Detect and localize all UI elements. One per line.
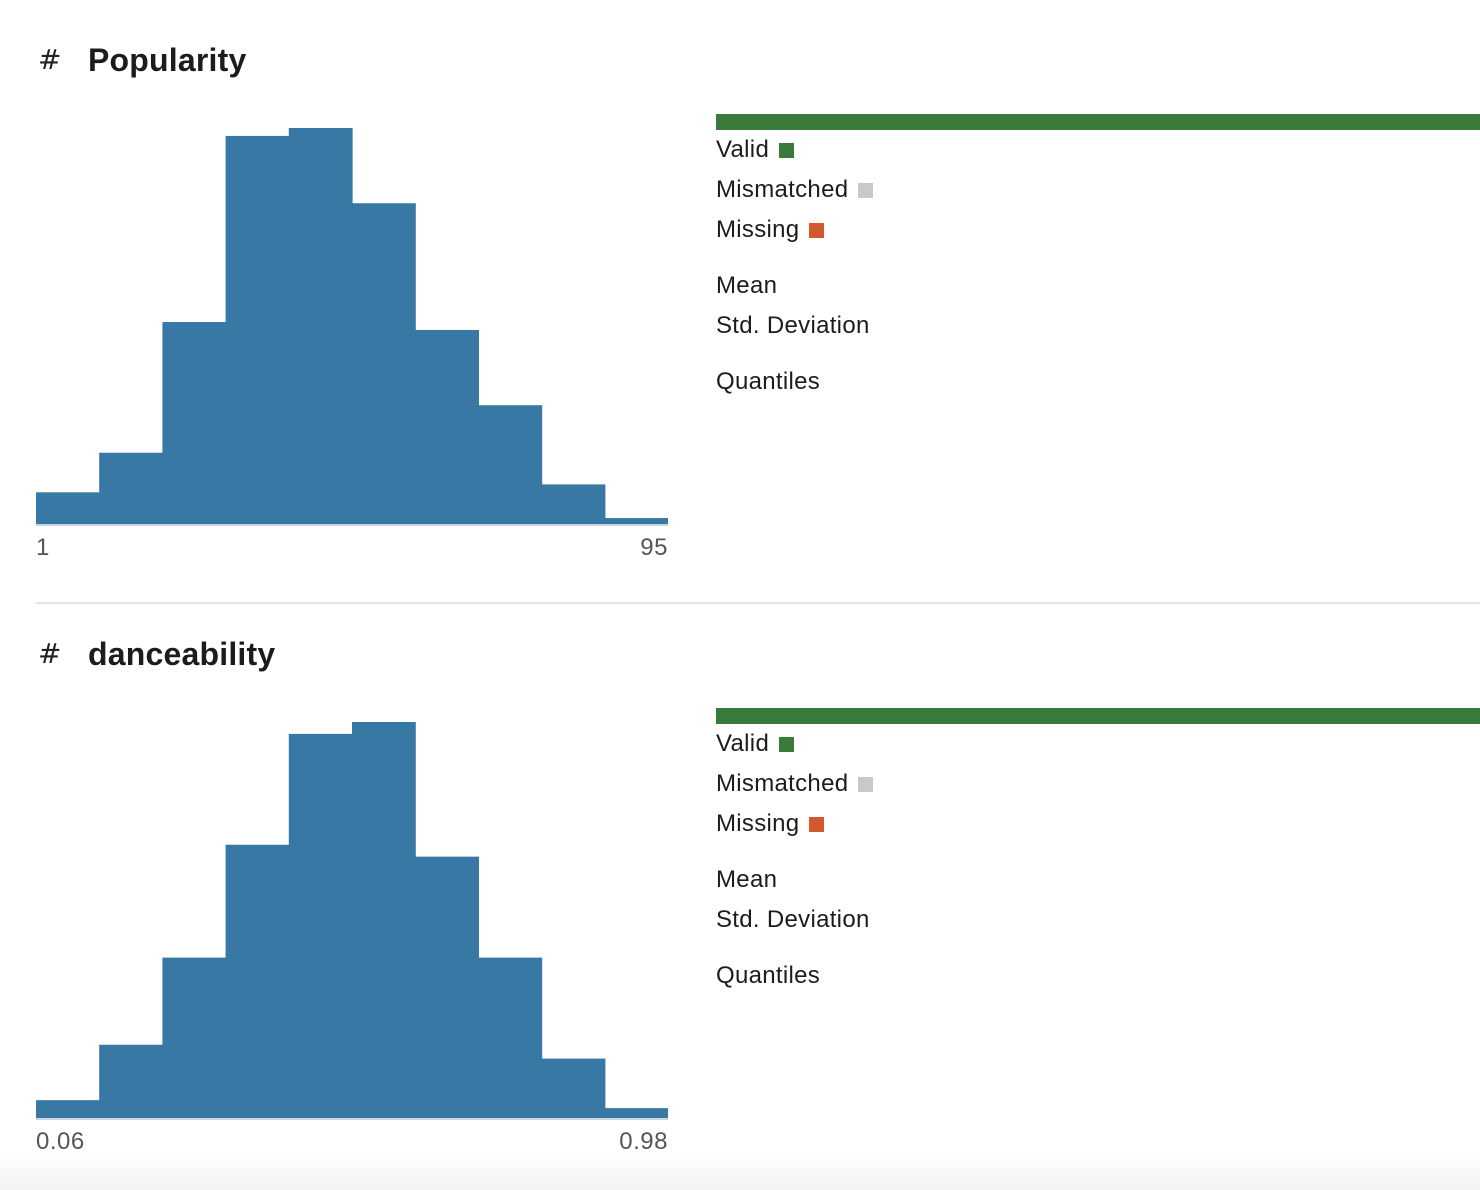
legend-mismatched-label: Mismatched: [716, 176, 849, 203]
legend-valid-label: Valid: [716, 136, 770, 163]
histogram-bar[interactable]: [225, 844, 290, 1118]
histogram-bar[interactable]: [36, 1100, 100, 1118]
hash-icon: #: [38, 637, 62, 670]
column-title: Popularity: [88, 41, 247, 78]
histogram-bar[interactable]: [99, 1044, 163, 1118]
histogram-bar[interactable]: [288, 733, 353, 1118]
summary-stats: Mean Std. Deviation: [716, 266, 1480, 346]
legend-valid: Valid: [716, 130, 1480, 170]
histogram-bar[interactable]: [478, 405, 543, 524]
mismatched-swatch: [858, 776, 874, 792]
legend-missing-label: Missing: [716, 810, 800, 837]
legend-mismatched: Mismatched: [716, 764, 1480, 804]
missing-swatch: [809, 816, 825, 832]
legend-valid: Valid: [716, 724, 1480, 764]
histogram: [36, 704, 668, 1124]
legend-valid-label: Valid: [716, 730, 770, 757]
quantiles-row: Quantiles: [716, 956, 1480, 996]
legend-missing-label: Missing: [716, 216, 800, 243]
legend-mismatched-label: Mismatched: [716, 770, 849, 797]
card-divider: [36, 602, 1480, 604]
quantiles-row: Quantiles: [716, 362, 1480, 402]
histogram-bar[interactable]: [478, 957, 543, 1118]
histogram-bar[interactable]: [352, 722, 416, 1118]
mean-label: Mean: [716, 272, 778, 299]
legend-missing: Missing: [716, 804, 1480, 844]
histogram-bar[interactable]: [352, 203, 416, 524]
quantiles-label: Quantiles: [716, 962, 821, 989]
histogram-bar[interactable]: [541, 1058, 606, 1118]
histogram-svg: [36, 722, 668, 1120]
column-header: # Popularity: [38, 40, 246, 80]
mean-row: Mean: [716, 266, 1480, 306]
histogram-bar[interactable]: [162, 957, 227, 1118]
validity-bar[interactable]: [716, 114, 1480, 130]
hash-icon: #: [38, 43, 62, 76]
std-label: Std. Deviation: [716, 906, 870, 933]
histogram-bar[interactable]: [225, 135, 290, 525]
histogram-bar[interactable]: [604, 1108, 668, 1118]
range-max-label: 0.98: [619, 1128, 668, 1155]
histogram-bar[interactable]: [288, 128, 353, 524]
validity-bar[interactable]: [716, 708, 1480, 724]
mean-row: Mean: [716, 860, 1480, 900]
range-min-label: 0.06: [36, 1128, 85, 1155]
valid-swatch: [779, 736, 795, 752]
legend-missing: Missing: [716, 210, 1480, 250]
quantiles-label: Quantiles: [716, 368, 821, 395]
std-label: Std. Deviation: [716, 312, 870, 339]
missing-swatch: [809, 222, 825, 238]
column-card-danceability: # danceability 0.06 0.98 Valid Mismatche…: [36, 594, 1480, 1188]
std-row: Std. Deviation: [716, 306, 1480, 346]
range-min-label: 1: [36, 534, 50, 561]
valid-swatch: [779, 142, 795, 158]
histogram-bar[interactable]: [415, 856, 479, 1118]
histogram-bar[interactable]: [604, 518, 668, 524]
histogram-bar[interactable]: [36, 492, 100, 524]
stats-panel: Valid Mismatched Missing Mean Std. Devia…: [716, 114, 1480, 402]
column-title: danceability: [88, 635, 276, 672]
range-max-label: 95: [640, 534, 668, 561]
histogram: [36, 110, 668, 530]
histogram-bar[interactable]: [541, 484, 606, 524]
column-card-popularity: # Popularity 1 95 Valid Mismatched Missi…: [36, 0, 1480, 604]
std-row: Std. Deviation: [716, 900, 1480, 940]
summary-stats: Mean Std. Deviation: [716, 860, 1480, 940]
mean-label: Mean: [716, 866, 778, 893]
histogram-bar[interactable]: [99, 452, 163, 524]
legend-mismatched: Mismatched: [716, 170, 1480, 210]
histogram-bar[interactable]: [415, 329, 479, 524]
stats-panel: Valid Mismatched Missing Mean Std. Devia…: [716, 708, 1480, 996]
column-header: # danceability: [38, 634, 275, 674]
histogram-bar[interactable]: [162, 322, 227, 524]
mismatched-swatch: [858, 182, 874, 198]
histogram-svg: [36, 128, 668, 526]
